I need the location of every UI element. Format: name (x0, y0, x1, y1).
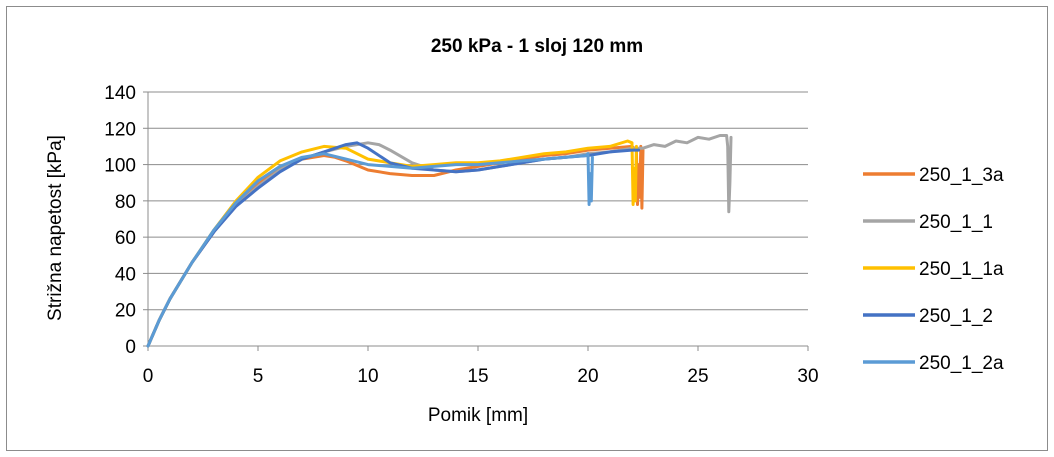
legend-label-250_1_2a: 250_1_2a (919, 353, 1004, 374)
y-tick-label-2: 40 (115, 264, 136, 285)
legend-label-250_1_2: 250_1_2 (919, 306, 993, 327)
y-tick-label-3: 60 (115, 228, 136, 249)
series-line-250_1_3a (146, 144, 645, 348)
y-tick-label-7: 140 (104, 83, 136, 104)
legend: 250_1_3a 250_1_1 250_1_1a 250_1_2 250_1_2a (863, 165, 1004, 374)
x-tick-label-6: 30 (797, 366, 818, 387)
x-tick-label-2: 10 (357, 366, 378, 387)
legend-label-250_1_1a: 250_1_1a (919, 259, 1004, 280)
x-tick-label-1: 5 (253, 366, 264, 387)
x-tick-label-5: 25 (687, 366, 708, 387)
y-tick-label-6: 120 (104, 119, 136, 140)
series-lines (146, 134, 733, 348)
legend-label-250_1_1: 250_1_1 (919, 212, 993, 233)
series-line-250_1_2a (146, 152, 594, 348)
chart-frame (6, 6, 1048, 451)
y-tick-label-4: 80 (115, 192, 136, 213)
tick-labels: 0 20 40 60 80 100 120 140 0 5 10 15 20 25 30 (104, 83, 818, 387)
y-tick-label-0: 0 (125, 337, 136, 358)
x-tick-label-4: 20 (577, 366, 598, 387)
y-tick-label-1: 20 (115, 301, 136, 322)
legend-label-250_1_3a: 250_1_3a (919, 165, 1004, 186)
series-line-250_1_1a (146, 139, 638, 348)
y-axis-title: Strižna napetost [kPa] (45, 135, 66, 321)
grid-lines (148, 91, 808, 311)
x-axis-title: Pomik [mm] (428, 405, 528, 426)
chart-title: 250 kPa - 1 sloj 120 mm (431, 36, 643, 57)
x-tick-label-3: 15 (467, 366, 488, 387)
x-tick-label-0: 0 (143, 366, 154, 387)
y-tick-label-5: 100 (104, 156, 136, 177)
axes (143, 91, 809, 351)
